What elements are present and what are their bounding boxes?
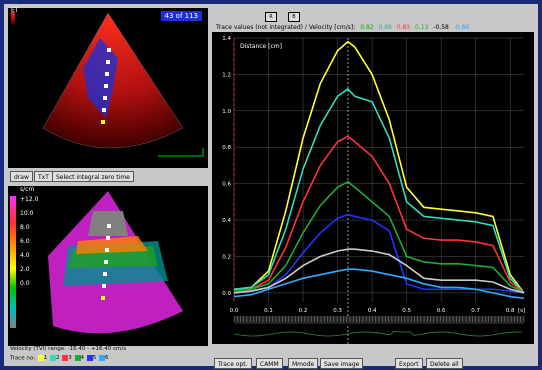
top-sector-image xyxy=(11,12,204,157)
trace-value: 0.83 xyxy=(396,24,411,31)
x-tick-label: 0.0 xyxy=(230,308,239,314)
trace-3-number: 3 xyxy=(68,355,72,361)
tracking-points-bottom[interactable] xyxy=(101,224,111,300)
trace-value: -0.66 xyxy=(453,24,470,31)
distance-graph[interactable]: 1.4 1.2 1.0 0.8 0.6 0.4 0.2 0.0 0.0 0.1 0.2 0.3 0.4 0… xyxy=(212,32,534,344)
frame-counter: 43 of 113 xyxy=(160,11,202,21)
velocity-range-info: Velocity (TVI) range: -16.40 - +16.40 cm… xyxy=(10,346,127,352)
scale-label: 6.0 xyxy=(20,238,30,245)
trace-value: 0.89 xyxy=(378,24,392,31)
trace-values-title: Trace values (not integrated) / Velocity… xyxy=(216,24,356,31)
x-tick-label: 0.5 xyxy=(402,308,411,314)
mmode-button[interactable]: Mmode xyxy=(288,358,319,369)
scale-label: +12.0 xyxy=(20,196,39,203)
trace-line-3 xyxy=(233,135,525,294)
record-button[interactable]: R xyxy=(265,12,277,22)
camm-button[interactable]: CAMM xyxy=(256,358,283,369)
trace-2-number: 2 xyxy=(56,355,60,361)
trace-value: -0.58 xyxy=(433,24,449,31)
x-tick-label: 0.8 xyxy=(506,308,515,314)
x-tick-label: 0.2 xyxy=(299,308,308,314)
x-tick-label: 0.1 xyxy=(264,308,273,314)
trace-2-chip[interactable] xyxy=(50,355,57,361)
y-tick-label: 0.4 xyxy=(222,218,231,224)
trace-5-chip[interactable] xyxy=(86,355,93,361)
x-tick-label: 0.7 xyxy=(471,308,480,314)
txt-button[interactable]: TxT xyxy=(34,171,53,182)
bottom-sector-image xyxy=(10,191,183,334)
draw-button[interactable]: draw xyxy=(10,171,33,182)
distance-chart[interactable]: 1.4 1.2 1.0 0.8 0.6 0.4 0.2 0.0 0.0 0.1 0.2 0.3 0.4 0… xyxy=(212,32,534,344)
bookmark-button[interactable]: B xyxy=(288,12,300,22)
x-axis-unit: [s] xyxy=(518,308,525,314)
y-tick-label: 1.0 xyxy=(222,109,231,115)
trace-1-number: 1 xyxy=(43,355,48,361)
tracking-points[interactable] xyxy=(101,48,111,124)
y-tick-label: 1.2 xyxy=(222,72,231,78)
delete-all-button[interactable]: Delete all xyxy=(426,358,463,369)
trace-legend: Trace no: 1 2 3 4 5 6 xyxy=(10,355,109,362)
scale-label: 10.0 xyxy=(20,210,34,217)
color-bar xyxy=(11,12,15,24)
trace-line-2 xyxy=(233,87,525,294)
bottom-echo-view[interactable]: s/cm +12.0 10.0 8.0 6.0 4.0 2.0 0.0 xyxy=(8,186,208,346)
x-tick-label: 0.4 xyxy=(368,308,377,314)
trace-values-header: Trace values (not integrated) / Velocity… xyxy=(216,24,469,31)
y-tick-label: 0.0 xyxy=(222,291,231,297)
scale-label: 0.0 xyxy=(20,280,30,287)
select-integral-zero-time-button[interactable]: Select integral zero time xyxy=(52,171,134,182)
trace-5-number: 5 xyxy=(92,355,97,361)
trace-line-1 xyxy=(233,40,525,294)
trace-1-chip[interactable] xyxy=(37,355,44,361)
velocity-color-bar xyxy=(10,196,16,328)
x-tick-label: 0.6 xyxy=(437,308,446,314)
trace-line-7 xyxy=(233,268,525,300)
top-echo-view[interactable]: ET 43 of 113 xyxy=(8,7,208,168)
export-button[interactable]: Export xyxy=(395,358,423,369)
trace-line-6 xyxy=(233,248,525,294)
scale-label: 8.0 xyxy=(20,224,30,231)
trace-value: 0.82 xyxy=(360,24,374,31)
x-tick-label: 0.3 xyxy=(333,308,342,314)
scale-label: 4.0 xyxy=(20,252,30,259)
scale-label: 2.0 xyxy=(20,266,30,273)
trace-options-button[interactable]: Trace opt. xyxy=(214,358,252,369)
save-image-button[interactable]: Save image xyxy=(320,358,364,369)
bottom-view-unit: s/cm xyxy=(20,186,35,193)
trace-6-chip[interactable] xyxy=(99,355,106,361)
trace-label: Trace no: xyxy=(10,355,36,362)
trace-6-number: 6 xyxy=(105,355,109,361)
y-tick-label: 1.4 xyxy=(222,36,231,42)
y-tick-label: 0.8 xyxy=(222,145,231,151)
trace-4-chip[interactable] xyxy=(74,355,81,361)
y-axis-title: Distance [cm] xyxy=(240,43,282,50)
trace-4-number: 4 xyxy=(80,355,85,361)
ecg-trace xyxy=(233,330,523,337)
top-view-label: ET xyxy=(11,7,19,14)
trace-value: 0.13 xyxy=(415,24,429,31)
y-tick-label: 0.6 xyxy=(222,182,231,188)
trace-line-4 xyxy=(233,180,525,294)
trace-3-chip[interactable] xyxy=(62,355,69,361)
y-tick-label: 0.2 xyxy=(222,254,231,260)
